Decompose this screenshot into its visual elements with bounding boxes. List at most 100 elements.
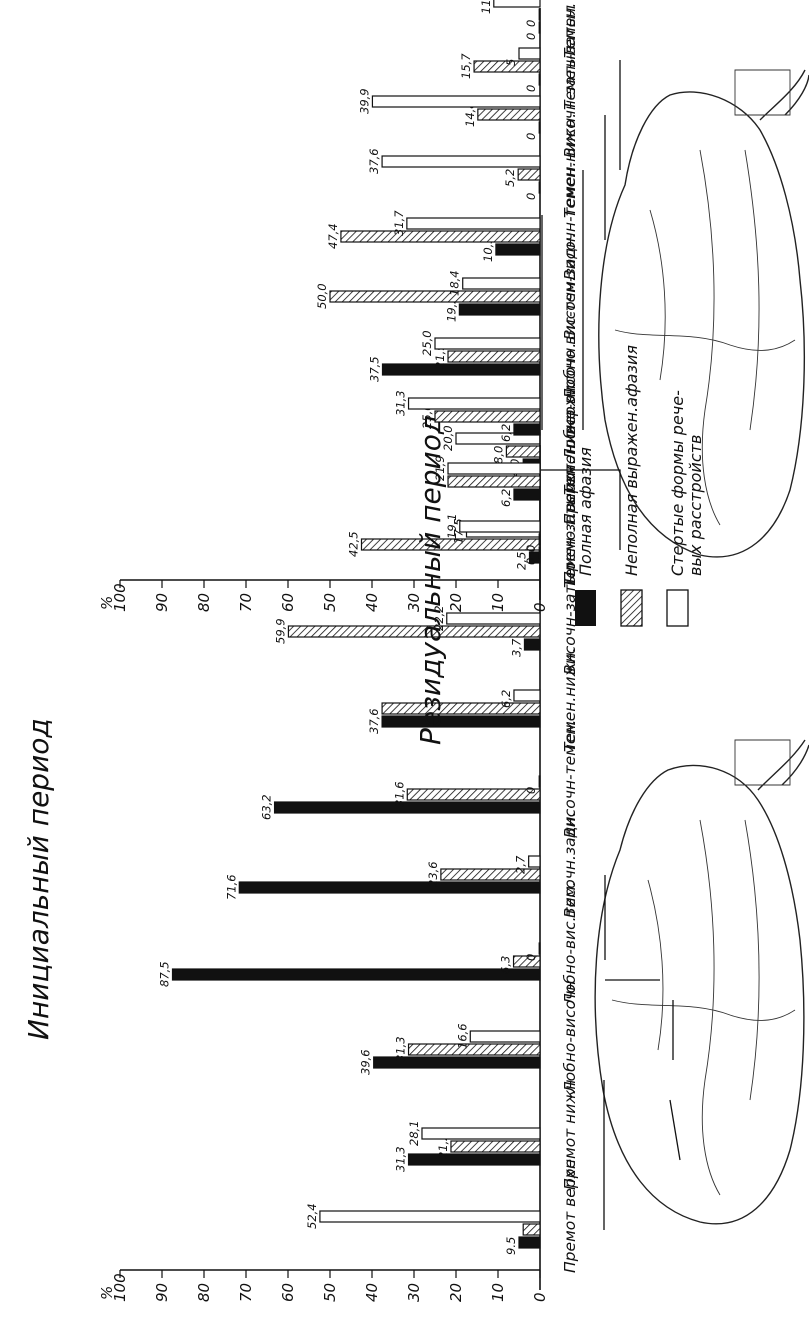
category-label: Темен.нижн. [561,647,579,752]
y-tick-label: 40 [363,1283,381,1302]
legend-swatch-full [575,590,596,626]
category-label: Темен. верхн. [561,0,579,58]
bar-mild [406,217,541,230]
bar-full [495,243,541,256]
bar-full [373,1056,541,1069]
region-connectors [541,60,681,1230]
value-label: 31,3 [394,1036,408,1062]
legend: Полная афазия Неполная выражен.афазия Ст… [575,345,705,627]
value-label: 6,2 [499,489,513,507]
bar-mild [319,1210,541,1223]
bar-mild [528,855,541,868]
y-tick-label: 50 [321,593,339,612]
value-label: 2,5 [515,552,529,570]
bar-full [523,638,541,651]
y-tick-label: 10 [489,593,507,612]
value-label: 0 [524,558,538,565]
bar-partial [477,108,541,121]
bar-partial [340,230,541,243]
value-label: 3,7 [509,638,523,657]
value-label: 0 [524,193,538,200]
bar-partial [329,290,541,303]
bar-full [381,363,541,376]
value-label: 0 [524,85,538,92]
legend-label-mild-line2: вых расстройств [686,435,705,576]
bar-mild [462,277,541,290]
value-label: 21,2 [436,1133,450,1159]
initial-bars: 9.5 52,4 31,3 21,2 28,1 39,6 31,3 16,6 87,5 6,3 0 7… [158,425,541,1255]
category-label: Темен-затыл. [561,478,579,588]
y-tick-label: 0 [531,602,549,612]
bar-partial [517,168,541,181]
category-label: Височн-затыл [561,562,579,675]
y-tick-label: 0 [531,1292,549,1302]
category-label: Височн-затыл [561,45,579,158]
category-label: Лобно-височн. [561,343,579,461]
bar-mild [469,1030,541,1043]
bar-partial [434,410,541,423]
category-label: Темен-затыл [561,5,579,110]
value-label: 11,0 [479,0,493,14]
value-label: 16,6 [455,1023,469,1049]
category-label: Лобно-вис.тем. [561,881,579,1006]
y-tick-label: 70 [237,593,255,612]
bar-partial [538,8,541,21]
bar-mild [538,775,541,788]
bar-mild [513,689,541,702]
bar-mild [518,47,541,60]
value-label: 21,9 [433,455,447,481]
y-tick-label: 90 [153,593,171,612]
bar-mild [538,942,541,955]
y-tick-label: 60 [279,593,297,612]
value-label: 71,6 [224,874,238,900]
bar-partial [450,1140,541,1153]
bar-partial [512,955,541,968]
legend-swatch-partial [620,589,643,627]
category-label: Височн-темен. [561,162,579,280]
value-label: 22,2 [432,605,446,631]
bar-mild [421,1127,541,1140]
value-label: 18,4 [448,270,462,296]
y-tick-label: 30 [405,1283,423,1302]
bar-full [171,968,541,981]
y-tick-label: 20 [447,593,465,612]
value-label: 20,0 [441,425,455,451]
value-label: 0 [524,33,538,40]
value-label: 19,1 [445,513,459,539]
bar-mild [434,337,541,350]
value-label: 21,9 [433,343,447,369]
legend-swatch-mild [666,589,689,627]
value-label: 47,4 [326,223,340,249]
value-label: 15,7 [459,53,473,79]
value-label: 8,0 [491,446,505,464]
value-label: 14,8 [463,101,477,127]
bar-full [458,303,541,316]
bar-full [273,801,541,814]
y-tick-label: 80 [195,1283,213,1302]
value-label: 6,3 [499,956,513,974]
value-label: 31,6 [392,781,406,807]
brain-illustration-residual [598,69,809,558]
bar-partial [440,868,541,881]
bar-partial [406,788,541,801]
legend-label-full: Полная афазия [576,447,595,576]
y-tick-label: 80 [195,593,213,612]
y-tick-label: 100 [111,583,129,612]
initial-period-title: Инициальный период [22,718,55,1040]
value-label: 50,0 [315,283,329,309]
bar-full [518,1236,541,1249]
value-label: 39,9 [357,88,371,114]
value-label: 87,5 [158,961,172,987]
y-tick-label: 50 [321,1283,339,1302]
value-label: 6,2 [499,424,513,442]
bar-full [538,546,541,559]
value-label: 2,7 [514,855,528,874]
bar-partial [407,1043,541,1056]
bar-partial [522,1223,541,1236]
y-tick-label: 20 [447,1283,465,1302]
category-label: Премо.т.верхн. [561,459,579,583]
y-tick-label: 70 [237,1283,255,1302]
category-label: Темен. верхн. [561,382,579,495]
category-label: Лобно вис-тем. [561,276,579,401]
bar-partial [381,702,541,715]
